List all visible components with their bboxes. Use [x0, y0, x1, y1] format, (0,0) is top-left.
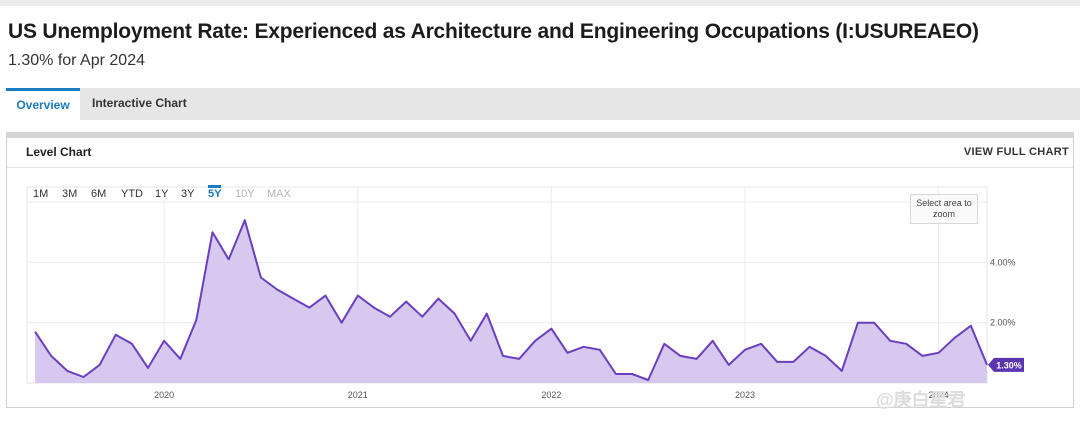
- last-value-badge-shape: [988, 357, 1024, 372]
- range-1m-button[interactable]: 1M: [33, 188, 49, 200]
- top-strip: [0, 0, 1080, 6]
- tab-bar: Overview Interactive Chart: [6, 88, 1080, 120]
- x-tick-label: 2023: [735, 390, 755, 400]
- last-value-badge: 1.30%: [988, 357, 1024, 372]
- x-tick-label: 2022: [541, 390, 561, 400]
- series-area: [35, 220, 988, 383]
- axis-ticks: 2020 2021 2022 2023 2024 2.00% 4.00%: [154, 257, 1015, 400]
- range-10y-button: 10Y: [235, 188, 255, 200]
- latest-value-subtitle: 1.30% for Apr 2024: [8, 52, 145, 69]
- range-max-button: MAX: [267, 188, 291, 200]
- series-line: [34, 219, 988, 381]
- range-5y-button[interactable]: 5Y: [208, 185, 222, 200]
- y-tick-label: 4.00%: [990, 257, 1016, 267]
- range-3m-button[interactable]: 3M: [62, 188, 78, 200]
- x-tick-label: 2020: [154, 390, 174, 400]
- tab-interactive-chart[interactable]: Interactive Chart: [92, 96, 187, 110]
- y-tick-label: 2.00%: [990, 318, 1016, 328]
- page-title: US Unemployment Rate: Experienced as Arc…: [8, 20, 979, 43]
- view-full-chart-link[interactable]: VIEW FULL CHART: [963, 146, 1069, 158]
- x-tick-label: 2021: [348, 390, 368, 400]
- select-area-to-zoom-hint: Select area to zoom: [910, 194, 978, 224]
- panel-title: Level Chart: [26, 145, 92, 159]
- x-tick-label: 2024: [929, 390, 949, 400]
- range-3y-button[interactable]: 3Y: [181, 188, 195, 200]
- panel-header: Level Chart VIEW FULL CHART: [7, 138, 1073, 168]
- range-ytd-button[interactable]: YTD: [121, 188, 143, 200]
- last-value-label: 1.30%: [996, 360, 1022, 370]
- tab-overview[interactable]: Overview: [6, 88, 80, 120]
- range-1y-button[interactable]: 1Y: [155, 188, 169, 200]
- range-6m-button[interactable]: 6M: [91, 188, 107, 200]
- watermark: @庚白星君: [876, 390, 966, 410]
